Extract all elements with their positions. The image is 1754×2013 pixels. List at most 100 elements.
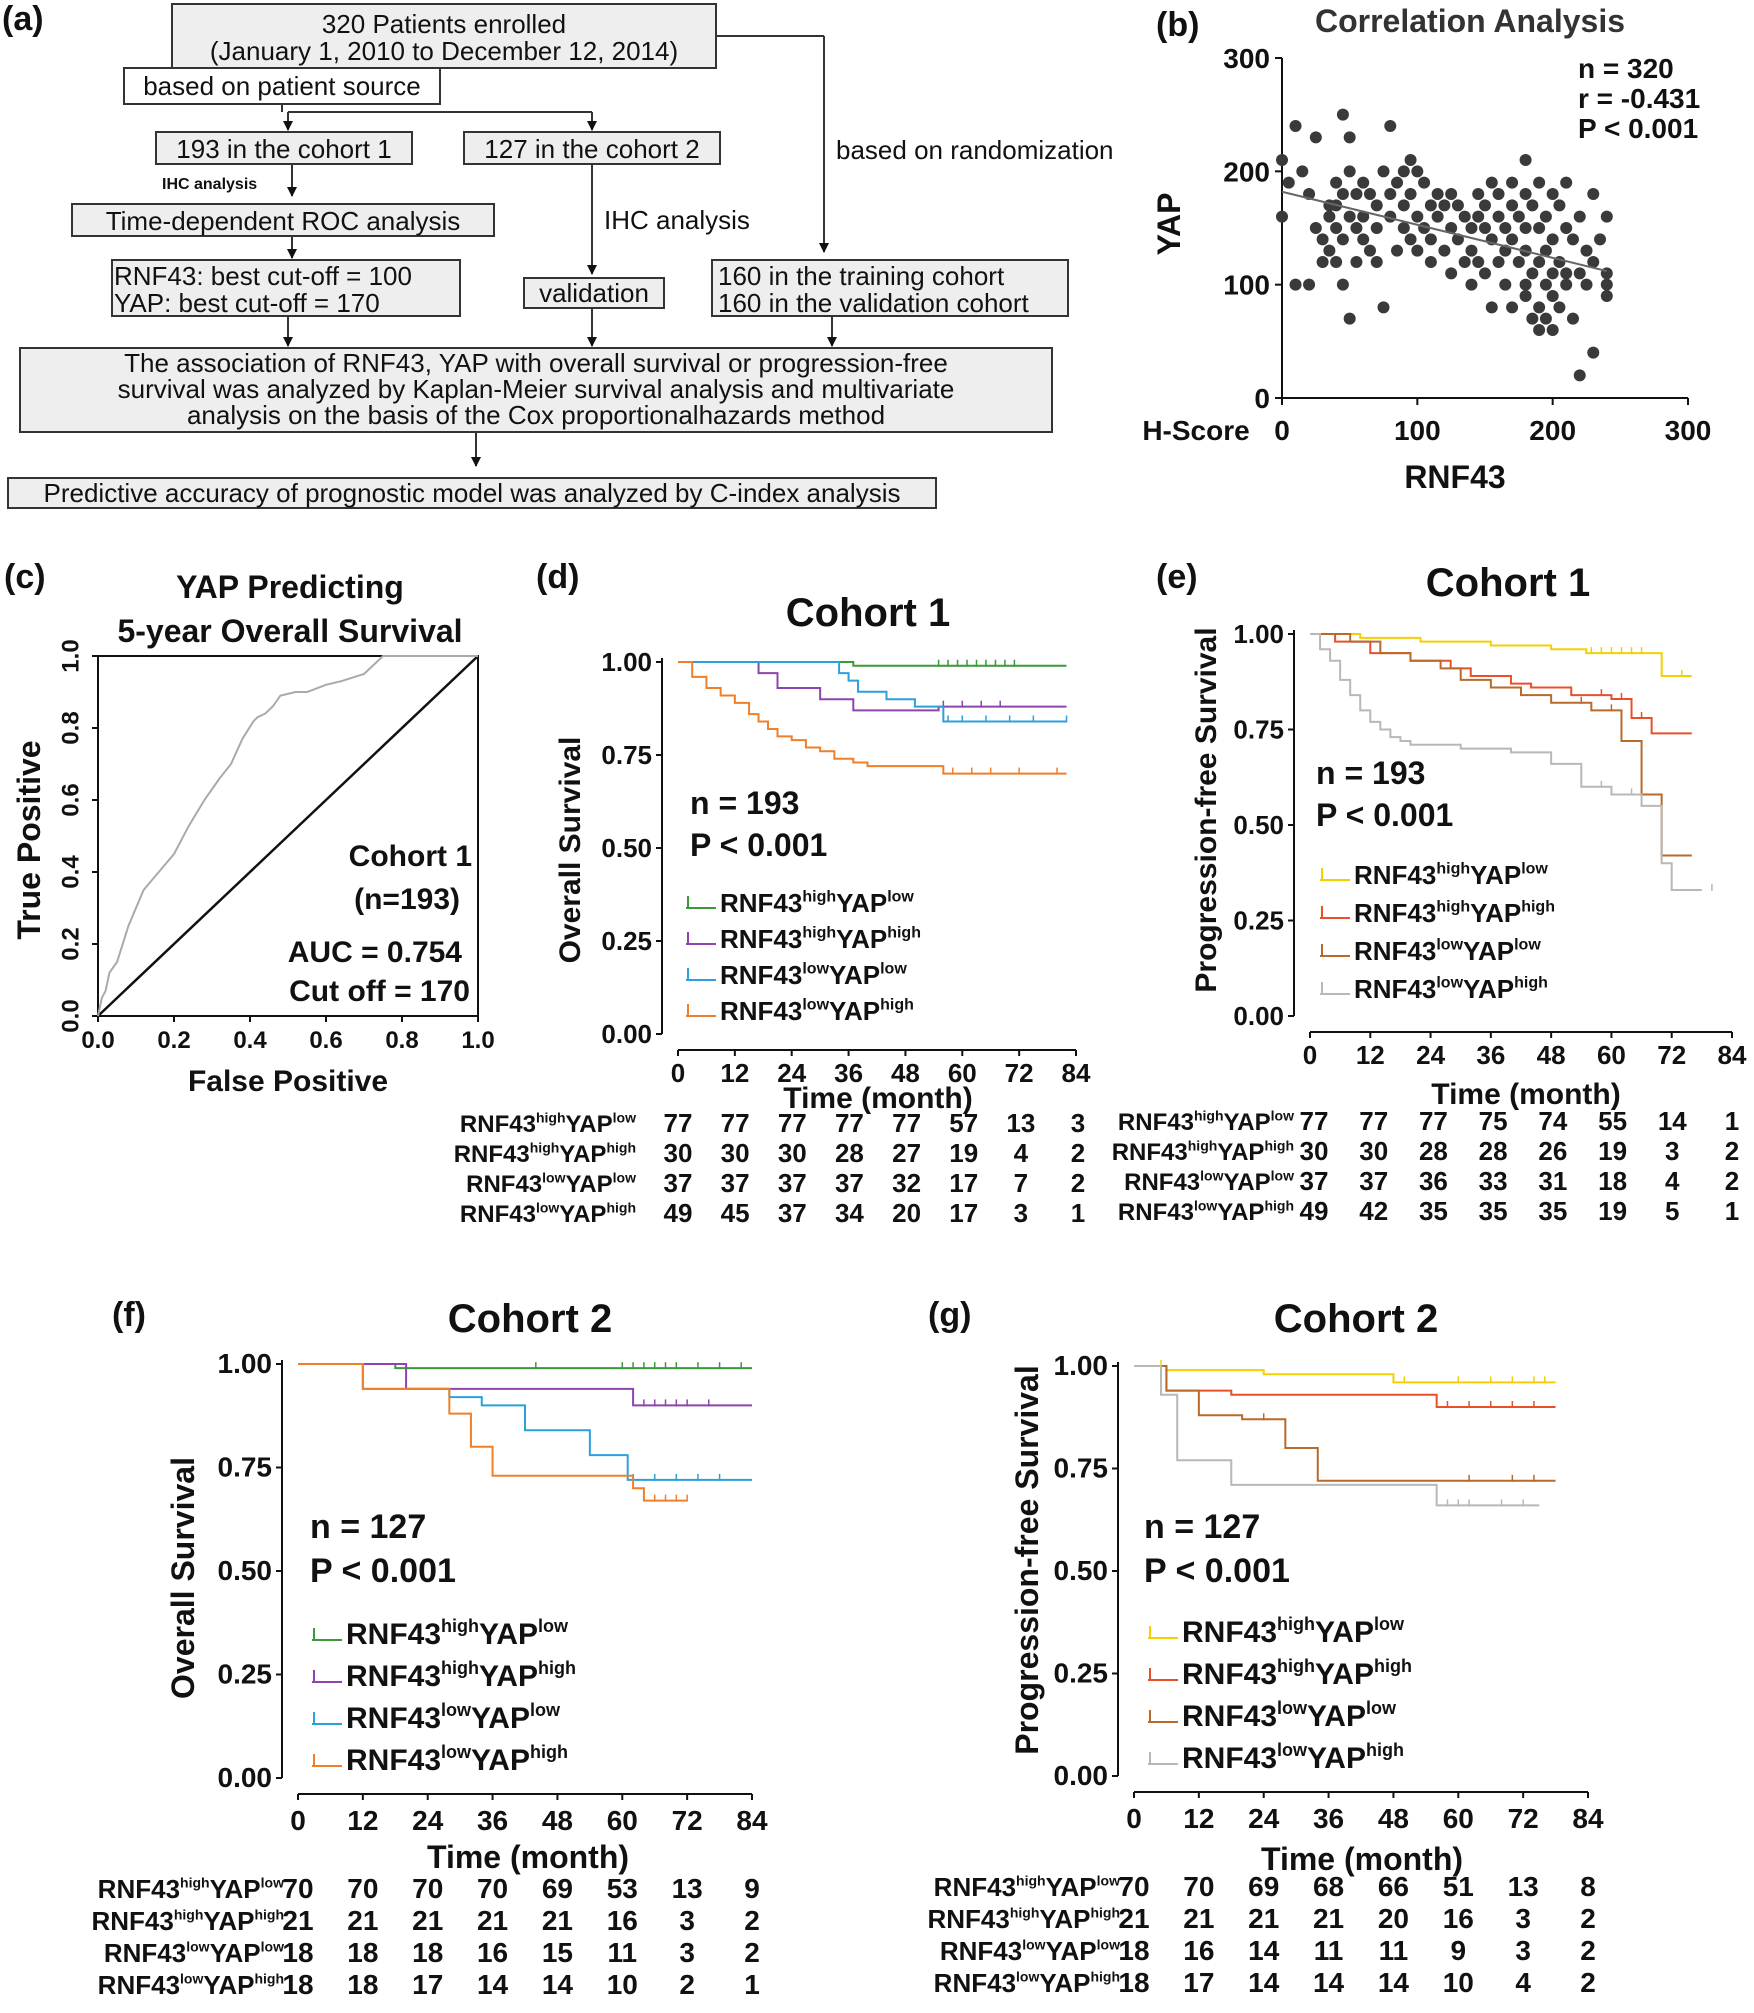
scatter-point <box>1289 120 1302 132</box>
c-annot-n: (n=193) <box>354 883 460 916</box>
g-risk-value: 16 <box>1443 1903 1474 1934</box>
scatter-point <box>1336 188 1349 200</box>
association-line-1: The association of RNF43, YAP with overa… <box>124 348 948 378</box>
scatter-point <box>1600 290 1613 302</box>
d-xlabel: Time (month) <box>783 1082 972 1115</box>
b-stat-r: r = -0.431 <box>1578 83 1700 114</box>
e-risk-value: 77 <box>1359 1106 1388 1136</box>
g-stat-p: P < 0.001 <box>1144 1552 1290 1590</box>
enrolled-line-2: (January 1, 2010 to December 12, 2014) <box>210 36 678 66</box>
scatter-point <box>1336 108 1349 121</box>
scatter-point <box>1323 210 1336 223</box>
g-xtick-label: 72 <box>1508 1803 1539 1834</box>
b-ytick-label: 0 <box>1254 383 1270 414</box>
g-km-curve <box>1134 1365 1556 1384</box>
e-risk-value: 18 <box>1598 1166 1627 1196</box>
f-km-curve <box>298 1363 688 1502</box>
e-risk-value: 77 <box>1419 1106 1448 1136</box>
d-xtick-label: 12 <box>720 1058 749 1088</box>
scatter-point <box>1424 256 1437 268</box>
f-stat-n: n = 127 <box>310 1508 426 1546</box>
f-risk-value: 18 <box>347 1969 378 2000</box>
scatter-point <box>1506 199 1519 212</box>
b-xlabel: RNF43 <box>1404 459 1505 495</box>
scatter-point <box>1411 165 1424 178</box>
scatter-point <box>1350 222 1363 234</box>
f-legend-label: RNF43highYAPlow <box>346 1616 569 1651</box>
e-stat-n: n = 193 <box>1316 755 1425 791</box>
source-label: based on patient source <box>143 71 421 101</box>
e-risk-value: 33 <box>1479 1166 1508 1196</box>
g-xtick-label: 24 <box>1248 1803 1280 1834</box>
panel-label-c: (c) <box>4 558 46 596</box>
g-risk-value: 11 <box>1314 1935 1344 1966</box>
scatter-point <box>1472 256 1485 268</box>
c-ytick-label: 0.8 <box>57 711 84 744</box>
f-title: Cohort 2 <box>448 1297 612 1341</box>
scatter-point <box>1465 244 1478 257</box>
g-xtick-label: 0 <box>1126 1803 1142 1834</box>
f-risk-value: 18 <box>282 1937 313 1968</box>
g-risk-value: 13 <box>1508 1871 1539 1902</box>
g-ytick-label: 0.25 <box>1054 1658 1109 1689</box>
f-ytick-label: 0.25 <box>218 1659 273 1690</box>
e-risk-row-label: RNF43lowYAPlow <box>1124 1167 1294 1196</box>
f-legend-label: RNF43highYAPhigh <box>346 1658 576 1693</box>
g-xtick-label: 84 <box>1572 1803 1604 1834</box>
scatter-point <box>1330 176 1343 189</box>
e-risk-row-label: RNF43highYAPhigh <box>1112 1137 1294 1166</box>
e-xtick-label: 24 <box>1416 1040 1445 1070</box>
d-risk-value: 17 <box>949 1168 978 1198</box>
e-km-curve <box>1310 633 1692 735</box>
scatter-point <box>1580 278 1593 291</box>
f-risk-value: 21 <box>347 1905 378 1936</box>
e-risk-value: 28 <box>1419 1136 1448 1166</box>
c-xtick-label: 0.2 <box>157 1027 190 1054</box>
d-risk-value: 37 <box>721 1168 750 1198</box>
f-risk-value: 16 <box>607 1905 638 1936</box>
scatter-point <box>1282 176 1295 189</box>
scatter-point <box>1485 176 1498 189</box>
scatter-point <box>1526 267 1539 280</box>
f-ytick-label: 0.50 <box>218 1555 273 1586</box>
scatter-point <box>1465 222 1478 234</box>
scatter-point <box>1445 188 1458 200</box>
panel-label-e: (e) <box>1156 558 1198 596</box>
g-ylabel: Progression-free Survival <box>1009 1365 1045 1754</box>
d-risk-value: 13 <box>1006 1108 1035 1138</box>
e-risk-value: 55 <box>1598 1106 1627 1136</box>
b-xtick-label: 100 <box>1394 415 1441 446</box>
c-ylabel: True Positive <box>11 740 47 939</box>
f-risk-value: 13 <box>672 1873 703 1904</box>
association-line-3: analysis on the basis of the Cox proport… <box>187 400 885 430</box>
f-xtick-label: 36 <box>477 1805 508 1836</box>
e-risk-value: 14 <box>1658 1106 1687 1136</box>
g-risk-value: 21 <box>1118 1903 1149 1934</box>
g-risk-value: 20 <box>1378 1903 1409 1934</box>
g-risk-value: 21 <box>1183 1903 1214 1934</box>
e-ytick-label: 0.50 <box>1233 810 1284 840</box>
e-legend-label: RNF43highYAPhigh <box>1354 898 1555 928</box>
validation-text: validation <box>539 278 649 308</box>
scatter-point <box>1370 256 1383 268</box>
d-risk-value: 30 <box>778 1138 807 1168</box>
panel-label-f: (f) <box>112 1296 146 1334</box>
d-risk-value: 2 <box>1071 1138 1085 1168</box>
f-km-curve <box>298 1363 752 1481</box>
scatter-point <box>1404 154 1417 166</box>
f-legend-label: RNF43lowYAPlow <box>346 1700 561 1735</box>
d-ytick-label: 0.00 <box>601 1019 652 1049</box>
d-risk-value: 3 <box>1071 1108 1085 1138</box>
d-risk-value: 37 <box>835 1168 864 1198</box>
d-xtick-label: 24 <box>777 1058 806 1088</box>
scatter-point <box>1391 244 1404 257</box>
d-xtick-label: 60 <box>948 1058 977 1088</box>
e-xtick-label: 12 <box>1356 1040 1385 1070</box>
e-risk-value: 19 <box>1598 1196 1627 1226</box>
scatter-point <box>1560 176 1573 189</box>
scatter-point <box>1343 131 1356 144</box>
d-risk-value: 77 <box>721 1108 750 1138</box>
g-risk-row-label: RNF43highYAPhigh <box>927 1904 1120 1934</box>
d-risk-value: 2 <box>1071 1168 1085 1198</box>
scatter-point <box>1424 199 1437 212</box>
